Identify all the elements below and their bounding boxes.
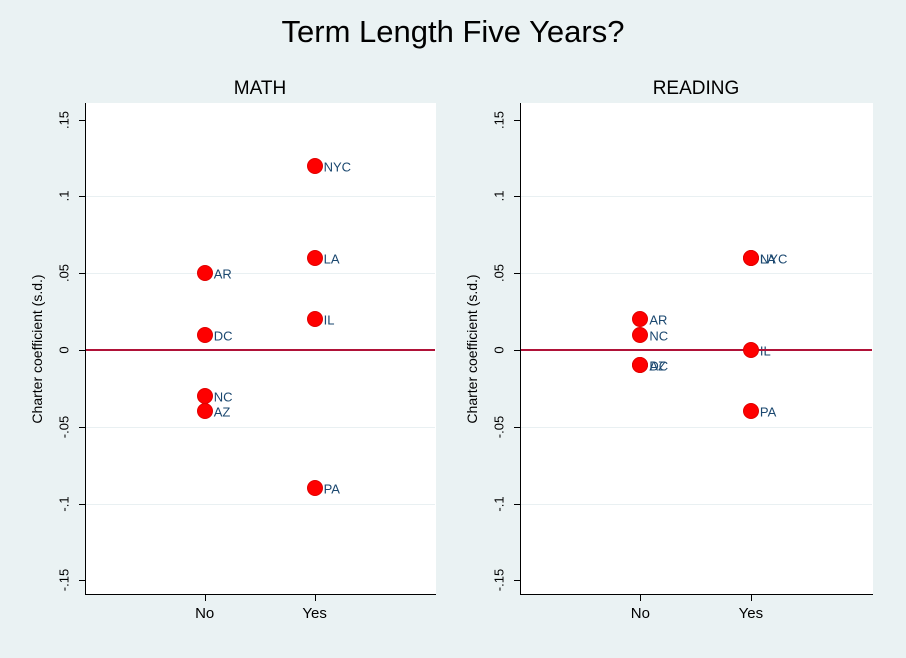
- y-tick-mark: [79, 503, 85, 505]
- point-label-nyc: NYC: [759, 251, 788, 267]
- y-tick-label: -.05: [491, 415, 507, 438]
- x-tick-label: Yes: [738, 605, 764, 622]
- point-dot-az: [196, 403, 213, 420]
- y-tick-mark: [514, 273, 520, 275]
- y-tick-mark: [514, 196, 520, 198]
- y-gridline: [521, 196, 872, 198]
- x-tick-mark: [640, 595, 642, 601]
- point-label-dc: DC: [649, 358, 669, 374]
- x-tick-mark: [750, 595, 752, 601]
- panel-title-reading: READING: [652, 78, 740, 99]
- point-dot-il: [742, 342, 759, 358]
- x-tick-label: No: [630, 605, 650, 622]
- y-tick-mark: [79, 196, 85, 198]
- y-tick-label: -.15: [491, 569, 507, 592]
- y-tick-label: .05: [491, 264, 507, 283]
- y-tick-mark: [514, 350, 520, 351]
- y-tick-mark: [514, 580, 520, 582]
- y-gridline: [521, 426, 872, 428]
- point-label-pa: PA: [323, 481, 340, 497]
- point-label-dc: DC: [213, 328, 233, 344]
- y-tick-mark: [79, 350, 85, 351]
- point-label-nyc: NYC: [323, 159, 352, 175]
- y-tick-mark: [79, 273, 85, 275]
- y-gridline: [86, 503, 435, 505]
- y-gridline: [86, 273, 435, 275]
- point-label-pa: PA: [759, 404, 777, 420]
- point-label-az: AZ: [649, 358, 666, 374]
- y-tick-label: .05: [56, 264, 72, 283]
- point-dot-ar: [632, 311, 649, 328]
- y-tick-mark: [79, 426, 85, 428]
- point-dot-ar: [196, 265, 213, 282]
- x-tick-label: No: [195, 605, 215, 622]
- point-dot-il: [306, 311, 323, 328]
- point-label-ar: AR: [649, 312, 668, 328]
- y-tick-label: -.1: [491, 496, 507, 512]
- point-dot-nc: [632, 326, 649, 343]
- y-axis-title: Charter coefficient (s.d.): [464, 273, 480, 424]
- point-dot-pa: [742, 403, 759, 420]
- point-dot-nyc: [306, 157, 323, 174]
- point-label-il: IL: [323, 312, 335, 328]
- point-dot-la: [306, 249, 323, 266]
- point-label-ar: AR: [213, 266, 232, 282]
- y-tick-mark: [79, 119, 85, 121]
- point-dot-pa: [306, 480, 323, 497]
- y-tick-label: -.05: [56, 415, 72, 438]
- y-tick-label: -.15: [56, 569, 72, 592]
- y-tick-mark: [514, 119, 520, 121]
- y-tick-label: 0: [56, 346, 72, 354]
- y-tick-label: .1: [56, 190, 72, 202]
- chart-title: Term Length Five Years?: [281, 14, 625, 49]
- point-label-nc: NC: [213, 389, 233, 405]
- zero-reference-line: [86, 349, 435, 351]
- y-tick-mark: [514, 426, 520, 428]
- y-gridline: [86, 196, 435, 198]
- point-dot-la: [742, 249, 759, 266]
- y-tick-mark: [79, 580, 85, 582]
- point-label-nc: NC: [649, 328, 669, 344]
- y-tick-label: .1: [491, 190, 507, 202]
- point-label-la: LA: [323, 251, 340, 267]
- panel-title-math: MATH: [233, 78, 287, 99]
- point-label-la: LA: [759, 251, 776, 267]
- y-gridline: [521, 273, 872, 275]
- zero-reference-line: [521, 349, 872, 351]
- y-axis-title: Charter coefficient (s.d.): [29, 273, 45, 424]
- point-dot-nc: [196, 388, 213, 405]
- y-gridline: [86, 426, 435, 428]
- x-tick-label: Yes: [302, 605, 327, 622]
- x-tick-mark: [314, 595, 316, 601]
- x-tick-mark: [204, 595, 206, 601]
- y-tick-label: .15: [491, 110, 507, 129]
- y-tick-label: .15: [56, 110, 72, 129]
- point-label-az: AZ: [213, 404, 231, 420]
- point-dot-dc: [632, 357, 649, 374]
- point-dot-dc: [196, 326, 213, 343]
- y-tick-label: -.1: [56, 496, 72, 512]
- point-label-il: IL: [759, 343, 771, 359]
- y-tick-label: 0: [491, 346, 507, 354]
- y-tick-mark: [514, 503, 520, 505]
- y-gridline: [521, 503, 872, 505]
